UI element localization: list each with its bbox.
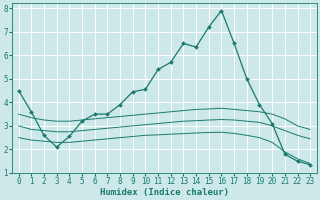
- X-axis label: Humidex (Indice chaleur): Humidex (Indice chaleur): [100, 188, 229, 197]
